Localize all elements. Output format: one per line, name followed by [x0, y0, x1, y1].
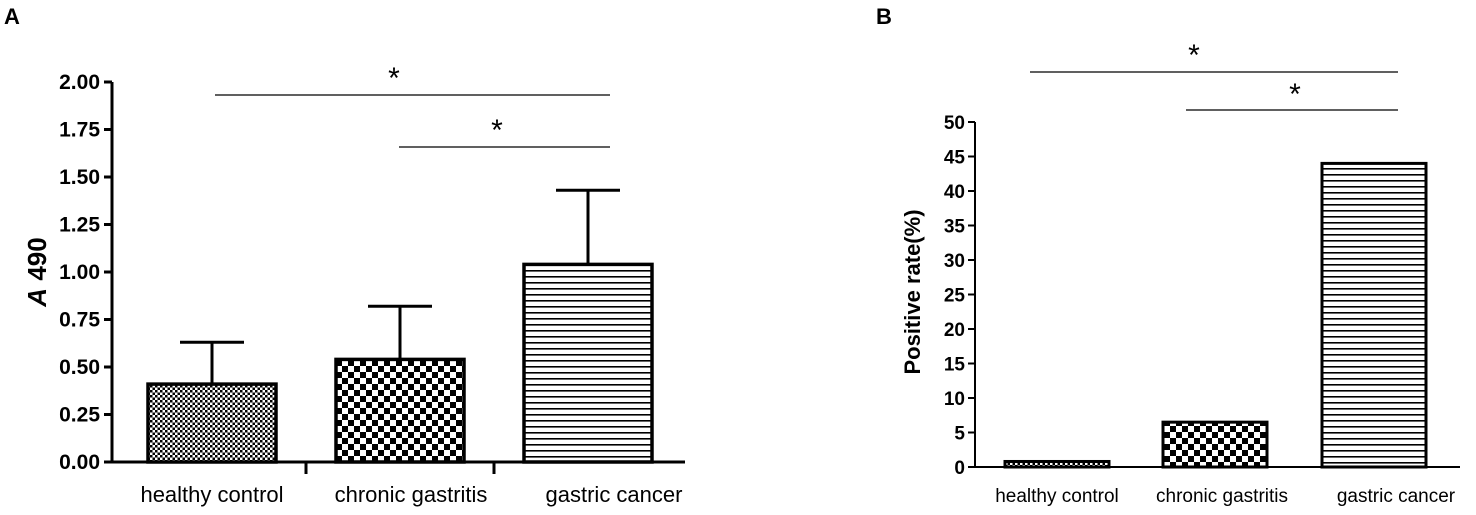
chart-b: 0 5 10 15 20 25 30 35 40 45 50 Positive rate(%) heal… — [900, 39, 1460, 507]
x-tick-label-b: healthy control — [995, 486, 1119, 507]
y-tick-label-b: 50 — [944, 113, 965, 134]
y-tick-label-b: 20 — [944, 320, 965, 341]
y-tick-label-a: 0.50 — [59, 356, 100, 379]
bar-b — [1320, 161, 1428, 469]
y-tick-label-a: 1.00 — [59, 261, 100, 284]
y-tick-label-b: 25 — [944, 286, 966, 307]
bar-a — [334, 357, 466, 464]
y-tick-label-b: 15 — [944, 355, 966, 376]
significance-star-b: * — [1188, 39, 1200, 72]
y-axis-label-a: A 490 — [22, 237, 52, 307]
y-tick-label-b: 35 — [944, 217, 966, 238]
y-tick-label-b: 45 — [944, 148, 966, 169]
y-tick-label-b: 30 — [944, 251, 965, 272]
y-tick-label-a: 1.50 — [59, 166, 100, 189]
x-tick-label-a: healthy control — [140, 482, 283, 507]
y-tick-label-a: 0.25 — [59, 404, 100, 427]
x-tick-label-a: chronic gastritis — [335, 482, 488, 507]
y-tick-label-b: 5 — [954, 424, 965, 445]
significance-star-a: * — [388, 62, 400, 95]
significance-star-a: * — [491, 114, 503, 147]
x-tick-label-a: gastric cancer — [546, 482, 683, 507]
bar-a — [522, 262, 654, 464]
chart-a: 0.00 0.25 0.50 0.75 1.00 1.25 1.50 1.75 2.00 A 49… — [22, 62, 685, 507]
y-tick-label-b: 0 — [954, 458, 965, 479]
bar-b — [1003, 459, 1111, 469]
y-tick-label-b: 40 — [944, 182, 965, 203]
y-tick-label-b: 10 — [944, 389, 965, 410]
y-tick-label-a: 0.00 — [59, 451, 100, 474]
panel-label-b: B — [876, 4, 892, 29]
bar-b — [1161, 420, 1269, 469]
panel-label-a: A — [4, 4, 20, 29]
bar-a — [146, 382, 278, 464]
x-tick-label-b: gastric cancer — [1337, 486, 1456, 507]
y-tick-label-a: 2.00 — [59, 71, 100, 94]
x-tick-label-b: chronic gastritis — [1156, 486, 1288, 507]
y-tick-label-a: 0.75 — [59, 309, 100, 332]
significance-star-b: * — [1289, 78, 1301, 111]
y-tick-label-a: 1.75 — [59, 119, 100, 142]
y-axis-label-b: Positive rate(%) — [900, 209, 925, 374]
y-tick-label-a: 1.25 — [59, 214, 100, 237]
